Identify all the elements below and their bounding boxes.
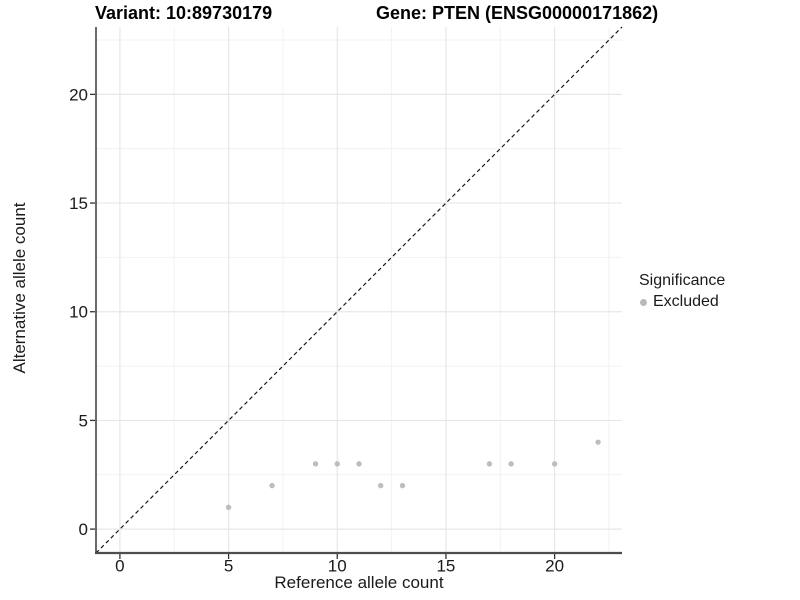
y-axis-title: Alternative allele count (10, 202, 29, 374)
legend-point-icon (640, 298, 647, 306)
y-tick-label: 0 (79, 520, 88, 539)
data-point (486, 461, 493, 467)
data-point (356, 461, 362, 467)
legend-title: Significance (639, 272, 726, 289)
data-point (508, 461, 514, 467)
data-point (551, 461, 558, 467)
data-point (334, 461, 340, 467)
data-point (595, 439, 601, 445)
legend-item-excluded: Excluded (639, 293, 725, 311)
legend-item-label: Excluded (653, 293, 719, 310)
x-tick-label: 10 (328, 557, 347, 576)
variant-title: Variant: 10:89730179 (95, 3, 273, 23)
data-point (312, 461, 319, 467)
x-tick-label: 5 (224, 557, 233, 576)
x-tick-label: 15 (436, 557, 455, 576)
x-tick-label: 0 (115, 557, 124, 576)
data-point (225, 504, 232, 511)
gene-title: Gene: PTEN (ENSG00000171862) (376, 3, 659, 23)
y-tick-label: 20 (69, 85, 88, 104)
legend: Significance Excluded (639, 272, 725, 311)
identity-line (95, 26, 623, 554)
data-point (399, 482, 406, 489)
data-point (269, 482, 275, 489)
data-point (378, 482, 384, 489)
x-axis-title: Reference allele count (274, 573, 444, 592)
y-tick-label: 15 (69, 194, 88, 213)
y-tick-label: 5 (79, 411, 88, 430)
x-tick-label: 20 (545, 557, 564, 576)
y-tick-label: 10 (69, 303, 88, 322)
